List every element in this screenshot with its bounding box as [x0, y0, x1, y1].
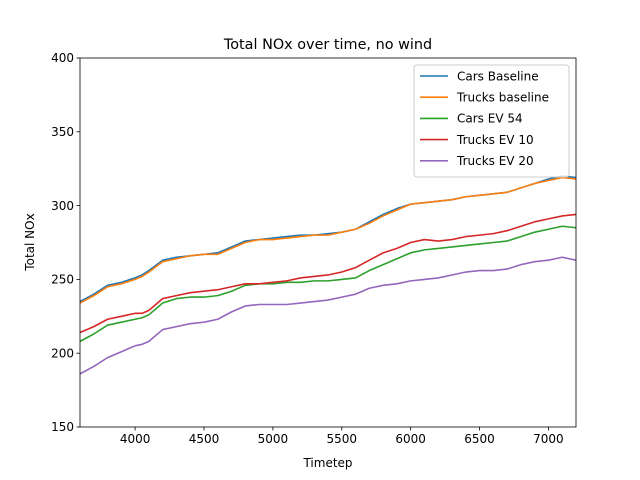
y-tick-label: 150: [51, 420, 74, 434]
y-tick-label: 350: [51, 125, 74, 139]
x-axis-ticks: 4000 4500 5000 5500 6000 6500 7000: [120, 427, 564, 446]
series-line-5: [79, 256, 577, 375]
legend-label: Cars EV 54: [457, 112, 523, 126]
x-tick-label: 6000: [395, 432, 426, 446]
y-tick-label: 300: [51, 199, 74, 213]
legend: Cars Baseline Trucks baseline Cars EV 54 Tr…: [413, 64, 570, 178]
chart-title: Total NOx over time, no wind: [223, 37, 432, 53]
series-line-2: [79, 176, 577, 304]
x-tick-label: 4500: [189, 432, 220, 446]
legend-label: Cars Baseline: [457, 69, 539, 83]
y-tick-label: 250: [51, 273, 74, 287]
series-line-3: [79, 225, 577, 343]
legend-box: [413, 64, 570, 178]
y-axis-label: Total NOx: [23, 213, 37, 271]
x-tick-label: 6500: [464, 432, 495, 446]
axes-frame: [79, 57, 577, 428]
y-tick-label: 200: [51, 346, 74, 360]
y-axis-ticks: 150 200 250 300 350 400: [51, 51, 80, 434]
x-tick-label: 5000: [258, 432, 289, 446]
legend-label: Trucks EV 20: [456, 154, 534, 168]
y-tick-label: 400: [51, 51, 74, 65]
x-axis-label: Timetep: [302, 456, 352, 470]
x-tick-label: 7000: [533, 432, 564, 446]
legend-label: Trucks EV 10: [456, 133, 534, 147]
legend-label: Trucks baseline: [456, 91, 549, 105]
x-tick-label: 5500: [327, 432, 358, 446]
series-line-4: [79, 213, 577, 334]
x-tick-label: 4000: [120, 432, 151, 446]
